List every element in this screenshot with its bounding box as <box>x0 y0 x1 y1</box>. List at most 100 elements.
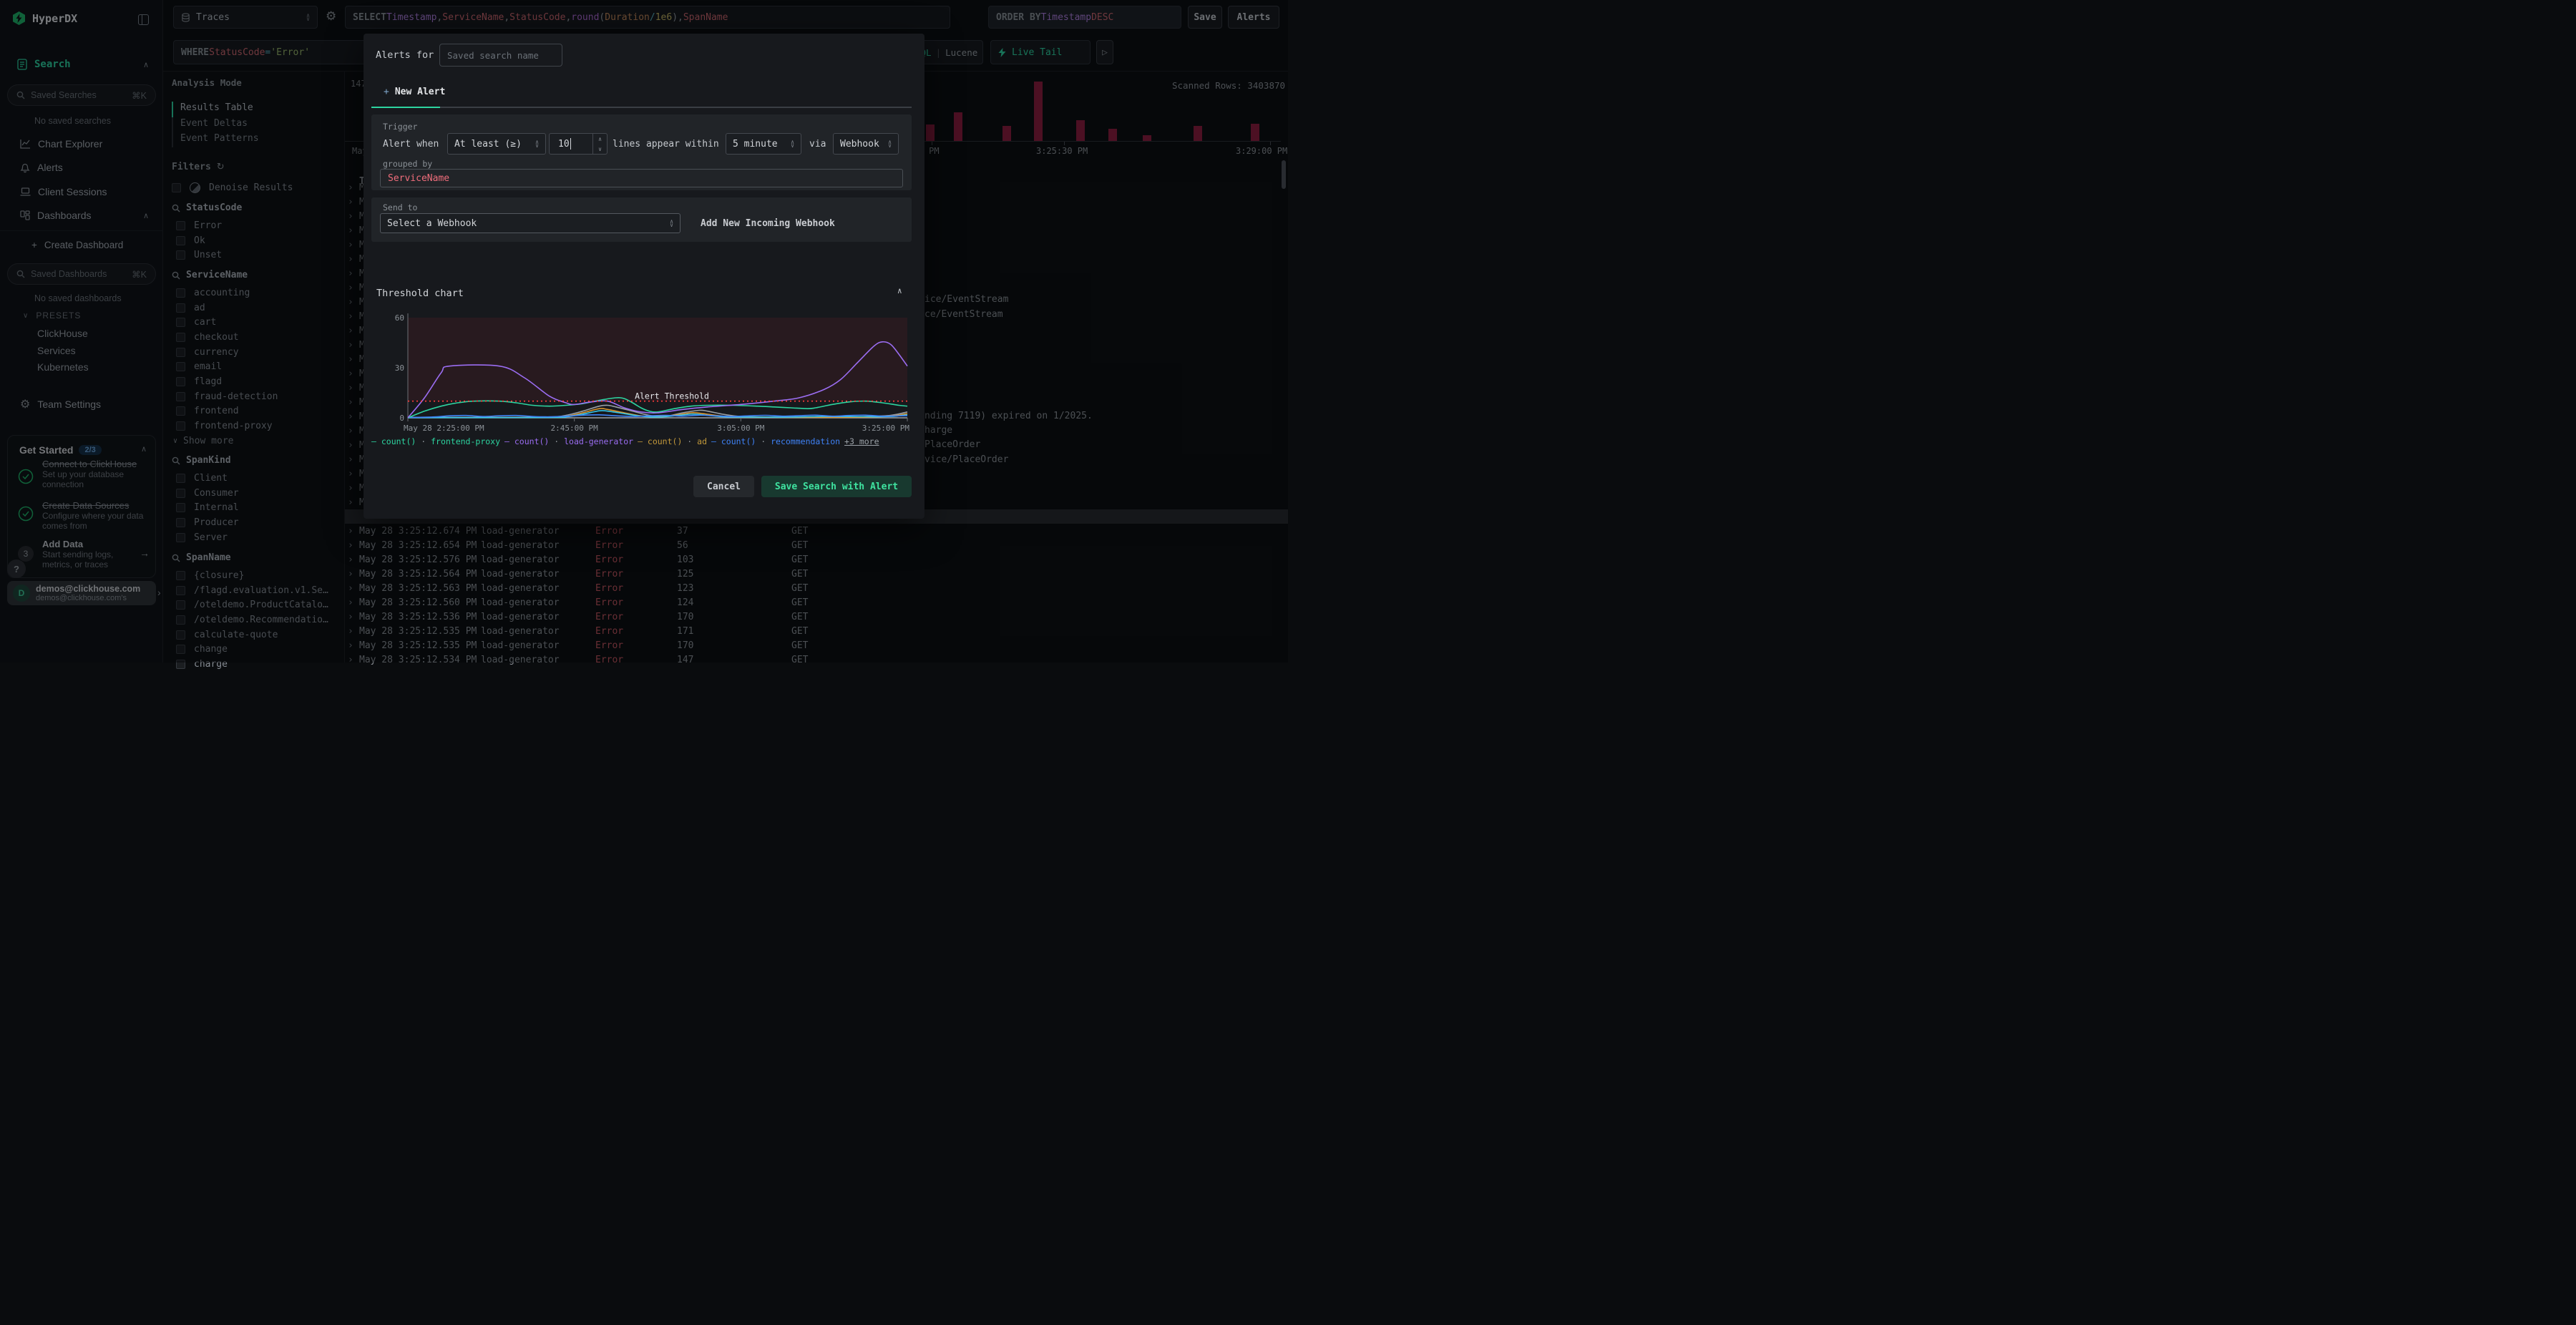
expand-chevron-icon[interactable]: › <box>348 582 353 594</box>
filter-item[interactable]: {closure} <box>172 568 343 583</box>
checkbox[interactable] <box>176 288 185 298</box>
expand-chevron-icon[interactable]: › <box>348 497 353 508</box>
checkbox[interactable] <box>176 659 185 669</box>
sidebar-expand-icon[interactable]: › <box>157 587 161 598</box>
expand-chevron-icon[interactable]: › <box>348 210 353 222</box>
table-row[interactable]: › May 28 3:25:12.576 PM load-generator Erro… <box>345 552 1288 567</box>
expand-chevron-icon[interactable]: › <box>348 325 353 336</box>
expand-chevron-icon[interactable]: › <box>348 597 353 608</box>
checkbox[interactable] <box>176 235 185 245</box>
expand-chevron-icon[interactable]: › <box>348 411 353 422</box>
expand-chevron-icon[interactable]: › <box>348 253 353 265</box>
expand-chevron-icon[interactable]: › <box>348 353 353 365</box>
filter-item[interactable]: Ok <box>172 233 343 248</box>
checkbox[interactable] <box>176 347 185 357</box>
expand-chevron-icon[interactable]: › <box>348 525 353 537</box>
legend-item-recommendation[interactable]: — count() · recommendation <box>711 436 841 446</box>
refresh-icon[interactable]: ↻ <box>216 162 225 172</box>
filter-item[interactable]: currency <box>172 345 343 360</box>
expand-chevron-icon[interactable]: › <box>348 296 353 308</box>
saved-dashboards-input[interactable]: Saved Dashboards ⌘K <box>7 263 156 285</box>
checkbox[interactable] <box>176 570 185 580</box>
select-query-input[interactable]: SELECT Timestamp, ServiceName, StatusCode,… <box>345 6 950 29</box>
filter-item[interactable]: checkout <box>172 330 343 345</box>
threshold-number-input[interactable]: 10 ∧ ∨ <box>549 133 608 155</box>
expand-chevron-icon[interactable]: › <box>348 468 353 479</box>
filter-item[interactable]: Internal <box>172 500 343 515</box>
preset-kubernetes[interactable]: Kubernetes <box>37 361 89 373</box>
checkbox[interactable] <box>176 503 185 513</box>
filter-item[interactable]: /oteldemo.Recommendatio… <box>172 612 343 627</box>
preset-clickhouse[interactable]: ClickHouse <box>37 328 88 339</box>
filter-item[interactable]: Producer <box>172 515 343 530</box>
filter-item[interactable]: frontend <box>172 404 343 419</box>
table-row[interactable]: › May 28 3:25:12.563 PM load-generator Erro… <box>345 581 1288 595</box>
checkbox[interactable] <box>176 318 185 328</box>
expand-chevron-icon[interactable]: › <box>348 282 353 293</box>
filter-item[interactable]: Unset <box>172 248 343 263</box>
expand-chevron-icon[interactable]: › <box>348 225 353 236</box>
filter-item[interactable]: /flagd.evaluation.v1.Se… <box>172 583 343 598</box>
expand-chevron-icon[interactable]: › <box>348 382 353 393</box>
expand-chevron-icon[interactable]: › <box>348 654 353 665</box>
analysis-mode-event-patterns[interactable]: Event Patterns <box>180 133 259 145</box>
expand-chevron-icon[interactable]: › <box>348 268 353 279</box>
checkbox[interactable] <box>176 488 185 498</box>
run-query-button[interactable]: ▷ <box>1096 40 1113 64</box>
filter-item[interactable]: Error <box>172 218 343 233</box>
filter-item[interactable]: calculate-quote <box>172 627 343 642</box>
filter-item[interactable]: ad <box>172 300 343 316</box>
webhook-select[interactable]: Select a Webhook ∧ ∨ <box>380 213 680 233</box>
expand-chevron-icon[interactable]: › <box>348 568 353 580</box>
sidebar-item-client-sessions[interactable]: Client Sessions <box>20 186 149 197</box>
table-row[interactable]: › May 28 3:25:12.564 PM load-generator Erro… <box>345 567 1288 581</box>
team-settings[interactable]: ⚙ Team Settings <box>20 397 101 411</box>
expand-chevron-icon[interactable]: › <box>348 196 353 207</box>
help-button[interactable]: ? <box>7 559 26 578</box>
analysis-mode-event-deltas[interactable]: Event Deltas <box>180 117 248 129</box>
save-button[interactable]: Save <box>1188 6 1222 29</box>
legend-item-load-generator[interactable]: — count() · load-generator <box>504 436 634 446</box>
expand-chevron-icon[interactable]: › <box>348 339 353 351</box>
legend-more-button[interactable]: +3 more <box>844 436 879 446</box>
filter-item[interactable]: Consumer <box>172 486 343 501</box>
expand-chevron-icon[interactable]: › <box>348 439 353 451</box>
expand-chevron-icon[interactable]: › <box>348 625 353 637</box>
expand-chevron-icon[interactable]: › <box>348 368 353 379</box>
orderby-input[interactable]: ORDER BY Timestamp DESC <box>988 6 1181 29</box>
legend-item-frontend-proxy[interactable]: — count() · frontend-proxy <box>371 436 501 446</box>
table-row[interactable]: › May 28 3:25:12.536 PM load-generator Erro… <box>345 610 1288 624</box>
expand-chevron-icon[interactable]: › <box>348 482 353 494</box>
cancel-button[interactable]: Cancel <box>693 476 754 497</box>
table-row[interactable]: › May 28 3:25:12.535 PM load-generator Erro… <box>345 638 1288 652</box>
checkbox[interactable] <box>176 332 185 342</box>
checkbox[interactable] <box>176 645 185 655</box>
sidebar-item-chart-explorer[interactable]: Chart Explorer <box>20 138 149 150</box>
checkbox[interactable] <box>176 532 185 542</box>
gear-icon[interactable]: ⚙ <box>326 9 337 24</box>
presets-toggle[interactable]: ∨ PRESETS <box>23 311 81 321</box>
checkbox[interactable] <box>176 376 185 386</box>
source-select[interactable]: Traces ∧ ∨ <box>173 6 318 29</box>
table-row[interactable]: › May 28 3:25:12.674 PM load-generator Erro… <box>345 524 1288 538</box>
sidebar-section-search[interactable]: Search ∧ <box>17 59 149 70</box>
sidebar-item-dashboards[interactable]: Dashboards ∧ <box>20 210 149 221</box>
interval-select[interactable]: 5 minute ∧ ∨ <box>726 133 801 155</box>
show-more-button[interactable]: ∨ Show more <box>172 434 343 449</box>
filter-item[interactable]: /oteldemo.ProductCatalo… <box>172 597 343 612</box>
expand-chevron-icon[interactable]: › <box>348 182 353 193</box>
expand-chevron-icon[interactable]: › <box>348 311 353 322</box>
checkbox[interactable] <box>176 517 185 527</box>
filter-item[interactable]: flagd <box>172 374 343 389</box>
expand-chevron-icon[interactable]: › <box>348 239 353 250</box>
table-row[interactable]: › May 28 3:25:12.560 PM load-generator Erro… <box>345 595 1288 610</box>
expand-chevron-icon[interactable]: › <box>348 539 353 551</box>
table-row[interactable]: › May 28 3:25:12.534 PM load-generator Erro… <box>345 652 1288 667</box>
filter-item[interactable]: accounting <box>172 285 343 300</box>
expand-chevron-icon[interactable]: › <box>348 640 353 651</box>
filter-item[interactable]: change <box>172 642 343 657</box>
checkbox[interactable] <box>176 600 185 610</box>
user-chip[interactable]: D demos@clickhouse.com demos@clickhouse.… <box>7 581 156 605</box>
alerts-button[interactable]: Alerts <box>1228 6 1279 29</box>
checkbox[interactable] <box>176 473 185 483</box>
